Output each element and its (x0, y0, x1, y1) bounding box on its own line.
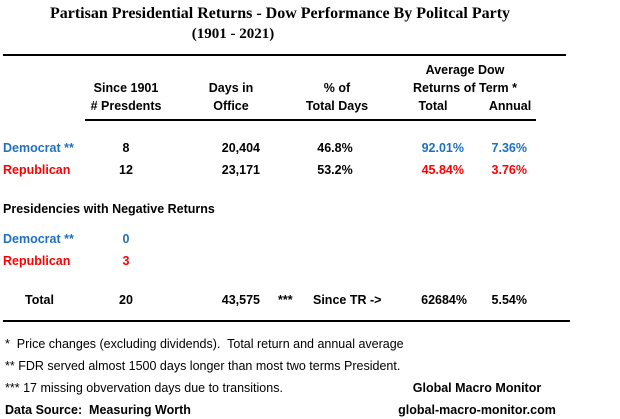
header-pct-of: % of (323, 81, 351, 95)
page-subtitle: (1901 - 2021) (191, 26, 275, 42)
since-tr-total-cell: 62684% (421, 293, 467, 307)
presidents-cell: 20 (119, 293, 133, 307)
negative-count-cell: 3 (122, 254, 130, 268)
brand-site: global-macro-monitor.com (398, 403, 556, 417)
party-label: Republican (3, 254, 71, 268)
header-total-days: Total Days (305, 99, 369, 113)
days-cell: 43,575 (221, 293, 260, 307)
header-office: Office (213, 99, 249, 113)
header-rule (85, 119, 536, 121)
party-label: Democrat ** (3, 141, 74, 155)
page-title: Partisan Presidential Returns - Dow Perf… (49, 5, 511, 22)
total-label: Total (25, 293, 54, 307)
footnote-marker: *** (278, 293, 293, 307)
footnote-fdr: ** FDR served almost 1500 days longer th… (5, 359, 401, 373)
footnote-missing-days: *** 17 missing obvervation days due to t… (5, 381, 283, 395)
since-tr-label: Since TR -> (313, 293, 382, 307)
header-since-1901: Since 1901 (93, 81, 159, 95)
header-days-in: Days in (208, 81, 254, 95)
days-cell: 20,404 (221, 141, 260, 155)
party-label: Republican (3, 163, 71, 177)
brand-name: Global Macro Monitor (412, 381, 542, 395)
header-total: Total (418, 99, 448, 113)
avg-total-cell: 45.84% (421, 163, 464, 177)
presidents-cell: 12 (119, 163, 133, 177)
total-annual-cell: 5.54% (491, 293, 527, 307)
header-average-dow: Average Dow (425, 63, 505, 77)
negative-returns-heading: Presidencies with Negative Returns (3, 202, 215, 216)
header-annual: Annual (488, 99, 532, 113)
pct-cell: 46.8% (317, 141, 353, 155)
avg-total-cell: 92.01% (421, 141, 464, 155)
top-rule (3, 54, 566, 56)
header-returns-of-term: Returns of Term * (413, 81, 517, 95)
pct-cell: 53.2% (317, 163, 353, 177)
data-source-label: Data Source: Measuring Worth (5, 403, 191, 417)
bottom-rule (3, 320, 570, 322)
avg-annual-cell: 3.76% (491, 163, 527, 177)
presidents-cell: 8 (122, 141, 130, 155)
party-label: Democrat ** (3, 232, 74, 246)
avg-annual-cell: 7.36% (491, 141, 527, 155)
header-num-presidents: # Presdents (90, 99, 162, 113)
footnote-price-changes: * Price changes (excluding dividends). T… (5, 337, 404, 351)
negative-count-cell: 0 (122, 232, 130, 246)
days-cell: 23,171 (221, 163, 260, 177)
